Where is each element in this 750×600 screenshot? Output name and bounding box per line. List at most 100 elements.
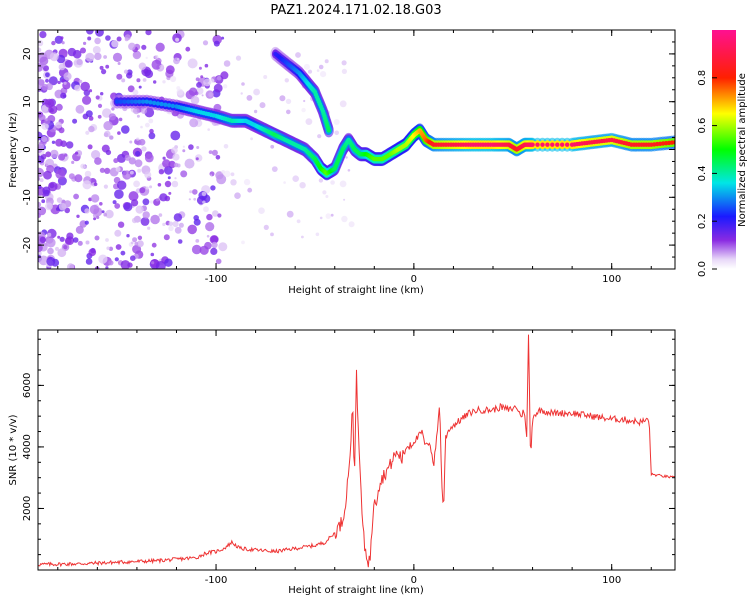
noise-blob (124, 37, 129, 42)
noise-blob (243, 178, 251, 186)
noise-blob (38, 79, 45, 86)
noise-blob (315, 232, 320, 237)
noise-blob (87, 144, 93, 150)
noise-blob (212, 210, 219, 217)
noise-blob (213, 83, 223, 93)
noise-blob (105, 209, 114, 219)
noise-blob (38, 167, 44, 178)
noise-blob (61, 41, 65, 45)
snr-ticks: -100 0 100 2000 4000 6000 (22, 330, 675, 586)
noise-blob (162, 222, 166, 227)
noise-blob (67, 263, 75, 269)
noise-blob (139, 187, 146, 194)
noise-blob (330, 180, 335, 185)
spectrogram-ytick-label: 10 (22, 95, 33, 108)
spectrogram-xlabel: Height of straight line (km) (288, 285, 424, 296)
noise-blob (108, 113, 116, 121)
noise-blob (303, 99, 306, 103)
noise-blob (333, 119, 340, 125)
noise-blob (111, 40, 119, 48)
noise-blob (38, 47, 42, 53)
noise-blob (215, 155, 221, 160)
main-branch-core (560, 142, 565, 147)
spectrogram-ytick-label: -20 (22, 237, 33, 253)
noise-blob (271, 166, 278, 173)
noise-blob (189, 190, 193, 194)
noise-blob (193, 197, 197, 201)
noise-blob (195, 157, 199, 161)
noise-blob (128, 157, 136, 165)
noise-blob (253, 109, 258, 114)
noise-blob (94, 37, 101, 45)
noise-blob (151, 59, 162, 70)
noise-blob (127, 85, 135, 93)
noise-blob (120, 250, 126, 256)
noise-blob (55, 103, 63, 111)
noise-blob (101, 210, 105, 214)
noise-blob (285, 98, 292, 105)
noise-blob (175, 37, 180, 42)
spectrogram-ylabel: Frequency (Hz) (8, 112, 19, 188)
noise-blob (145, 30, 152, 36)
noise-blob (95, 30, 104, 37)
noise-blob (171, 180, 179, 188)
noise-blob (108, 260, 114, 266)
noise-blob (101, 69, 107, 75)
colorbar: 0.0 0.2 0.4 0.6 0.8 Normalized spectral ampl… (697, 30, 748, 277)
noise-blob (103, 212, 107, 217)
noise-blob (149, 200, 154, 204)
noise-blob (172, 153, 180, 161)
noise-blob (174, 177, 177, 180)
noise-blob (142, 198, 150, 206)
noise-blob (176, 88, 184, 96)
noise-blob (88, 248, 97, 257)
noise-blob (177, 239, 183, 244)
colorbar-tick-label: 0.2 (697, 213, 708, 229)
noise-blob (42, 186, 51, 195)
noise-blob (158, 213, 163, 217)
noise-blob (60, 36, 64, 40)
noise-blob (85, 258, 93, 265)
main-branch-core (155, 101, 161, 106)
noise-blob (142, 211, 150, 219)
main-branch-core (672, 140, 675, 145)
main-branch-core (140, 99, 146, 104)
noise-blob (130, 170, 134, 175)
noise-blob (115, 244, 122, 250)
noise-blob (131, 199, 139, 207)
noise-blob (131, 217, 138, 224)
noise-blob (133, 180, 141, 188)
noise-blob (223, 84, 228, 89)
noise-blob (283, 181, 286, 184)
spectrogram-heatmap (38, 30, 675, 269)
noise-blob (117, 62, 121, 65)
noise-blob (286, 210, 294, 218)
noise-blob (135, 150, 141, 157)
noise-blob (286, 109, 291, 115)
noise-blob (51, 140, 56, 144)
noise-blob (57, 80, 61, 85)
noise-blob (126, 234, 130, 238)
noise-blob (103, 132, 109, 137)
noise-blob (347, 169, 351, 172)
noise-blob (170, 75, 177, 83)
noise-blob (116, 153, 126, 163)
spectrogram-xtick-label: 0 (411, 274, 417, 285)
noise-blob (208, 92, 214, 98)
noise-blob (345, 156, 348, 159)
noise-blob (159, 193, 168, 202)
noise-blob (162, 80, 166, 84)
noise-blob (56, 54, 66, 64)
noise-blob (82, 180, 92, 190)
noise-blob (42, 193, 46, 197)
noise-blob (240, 92, 243, 95)
noise-blob (154, 55, 159, 59)
noise-blob (117, 131, 121, 135)
noise-blob (305, 118, 313, 125)
noise-blob (99, 202, 103, 206)
noise-blob (140, 107, 148, 114)
noise-blob (102, 108, 112, 118)
noise-blob (86, 30, 94, 35)
noise-blob (123, 202, 133, 212)
